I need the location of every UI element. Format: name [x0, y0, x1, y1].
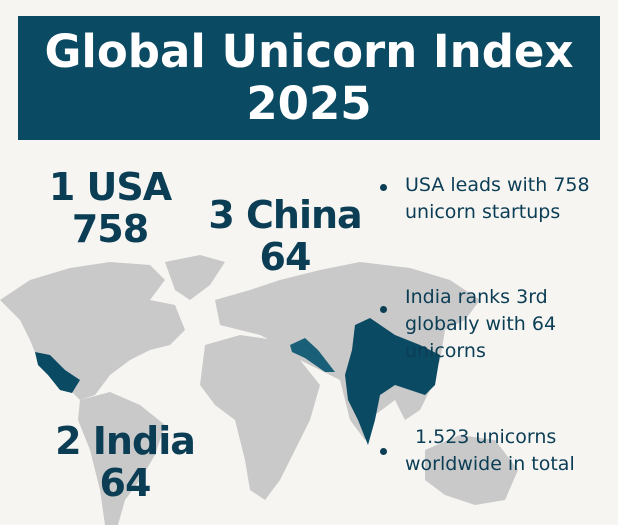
bullet-icon [380, 448, 387, 455]
australia [425, 435, 518, 505]
rank-label: 1 USA [48, 165, 172, 209]
rank-value: 64 [99, 461, 152, 505]
south-america [78, 392, 165, 525]
rank-china: 3 China 64 [195, 194, 375, 278]
bullet-icon [380, 306, 387, 313]
rank-label: 3 China [208, 193, 362, 237]
eurasia [215, 262, 480, 440]
rank-label: 2 India [55, 419, 196, 463]
rank-india: 2 India 64 [35, 420, 215, 504]
north-america [0, 262, 185, 400]
title-banner: Global Unicorn Index 2025 [18, 16, 600, 140]
page-title: Global Unicorn Index 2025 [44, 25, 574, 130]
mexico-highlight [35, 352, 80, 393]
rank-usa: 1 USA 758 [20, 166, 200, 250]
rank-value: 64 [259, 235, 312, 279]
rank-value: 758 [71, 207, 149, 251]
bullet-icon [380, 184, 387, 191]
greenland [165, 255, 225, 300]
africa [200, 335, 320, 500]
china-india-highlight [345, 318, 440, 445]
middle-east-highlight [290, 338, 335, 372]
